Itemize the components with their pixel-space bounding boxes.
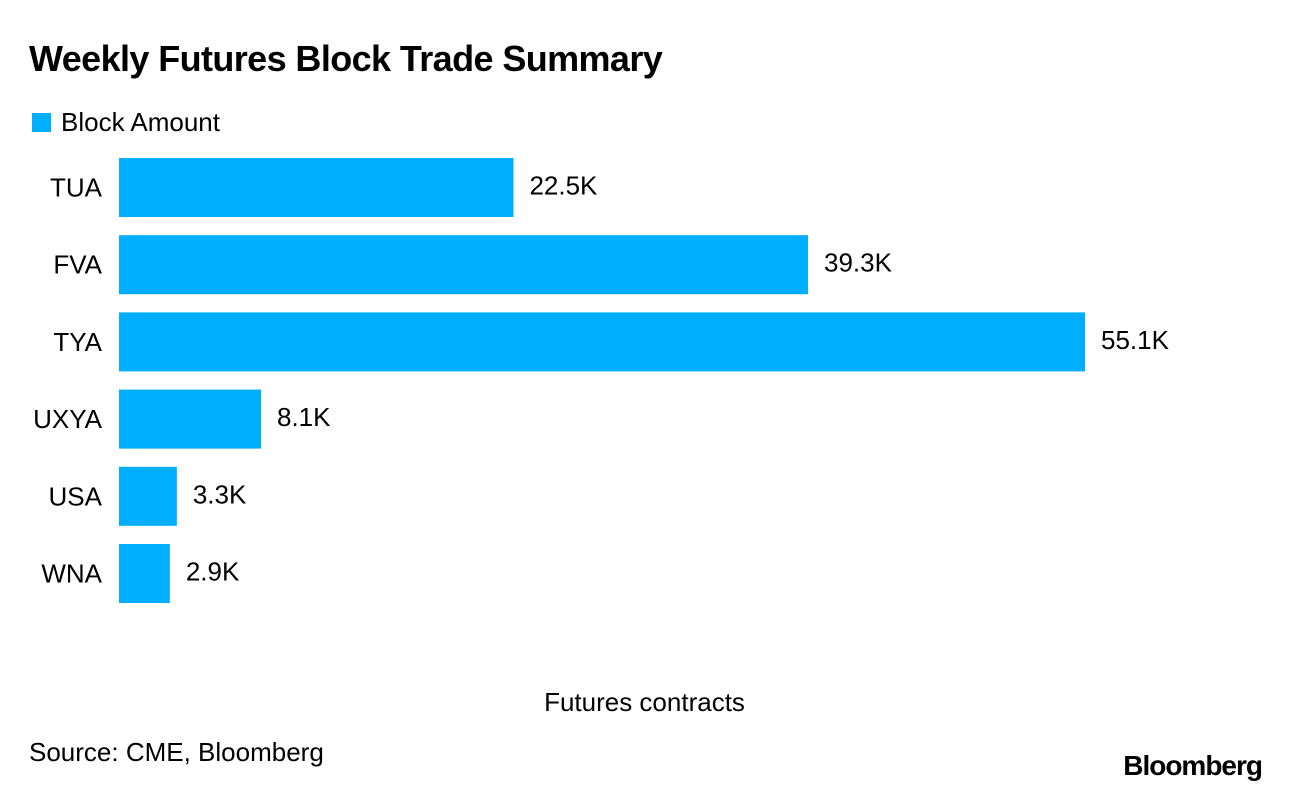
- chart-legend: Block Amount: [32, 107, 220, 138]
- bar-tya: [119, 312, 1085, 372]
- legend-label: Block Amount: [61, 107, 220, 137]
- category-label-wna: WNA: [41, 559, 102, 589]
- x-axis-label: Futures contracts: [544, 687, 745, 717]
- category-label-fva: FVA: [53, 250, 102, 280]
- category-label-tya: TYA: [53, 327, 102, 357]
- value-label-wna: 2.9K: [186, 557, 240, 587]
- bar-fva: [119, 235, 808, 295]
- bar-usa: [119, 466, 177, 526]
- value-label-usa: 3.3K: [193, 479, 247, 509]
- source-note: Source: CME, Bloomberg: [29, 737, 324, 767]
- value-label-fva: 39.3K: [824, 248, 893, 278]
- category-label-usa: USA: [49, 481, 103, 511]
- category-label-uxya: UXYA: [33, 404, 103, 434]
- legend-swatch: [32, 113, 51, 132]
- value-label-uxya: 8.1K: [277, 402, 331, 432]
- bar-wna: [119, 544, 170, 603]
- category-label-tua: TUA: [50, 173, 103, 203]
- bar-tua: [119, 158, 514, 217]
- bloomberg-logo: Bloomberg: [1123, 750, 1263, 781]
- bar-uxya: [119, 389, 262, 449]
- value-label-tua: 22.5K: [529, 171, 598, 201]
- value-label-tya: 55.1K: [1101, 325, 1170, 355]
- chart-title: Weekly Futures Block Trade Summary: [29, 38, 663, 79]
